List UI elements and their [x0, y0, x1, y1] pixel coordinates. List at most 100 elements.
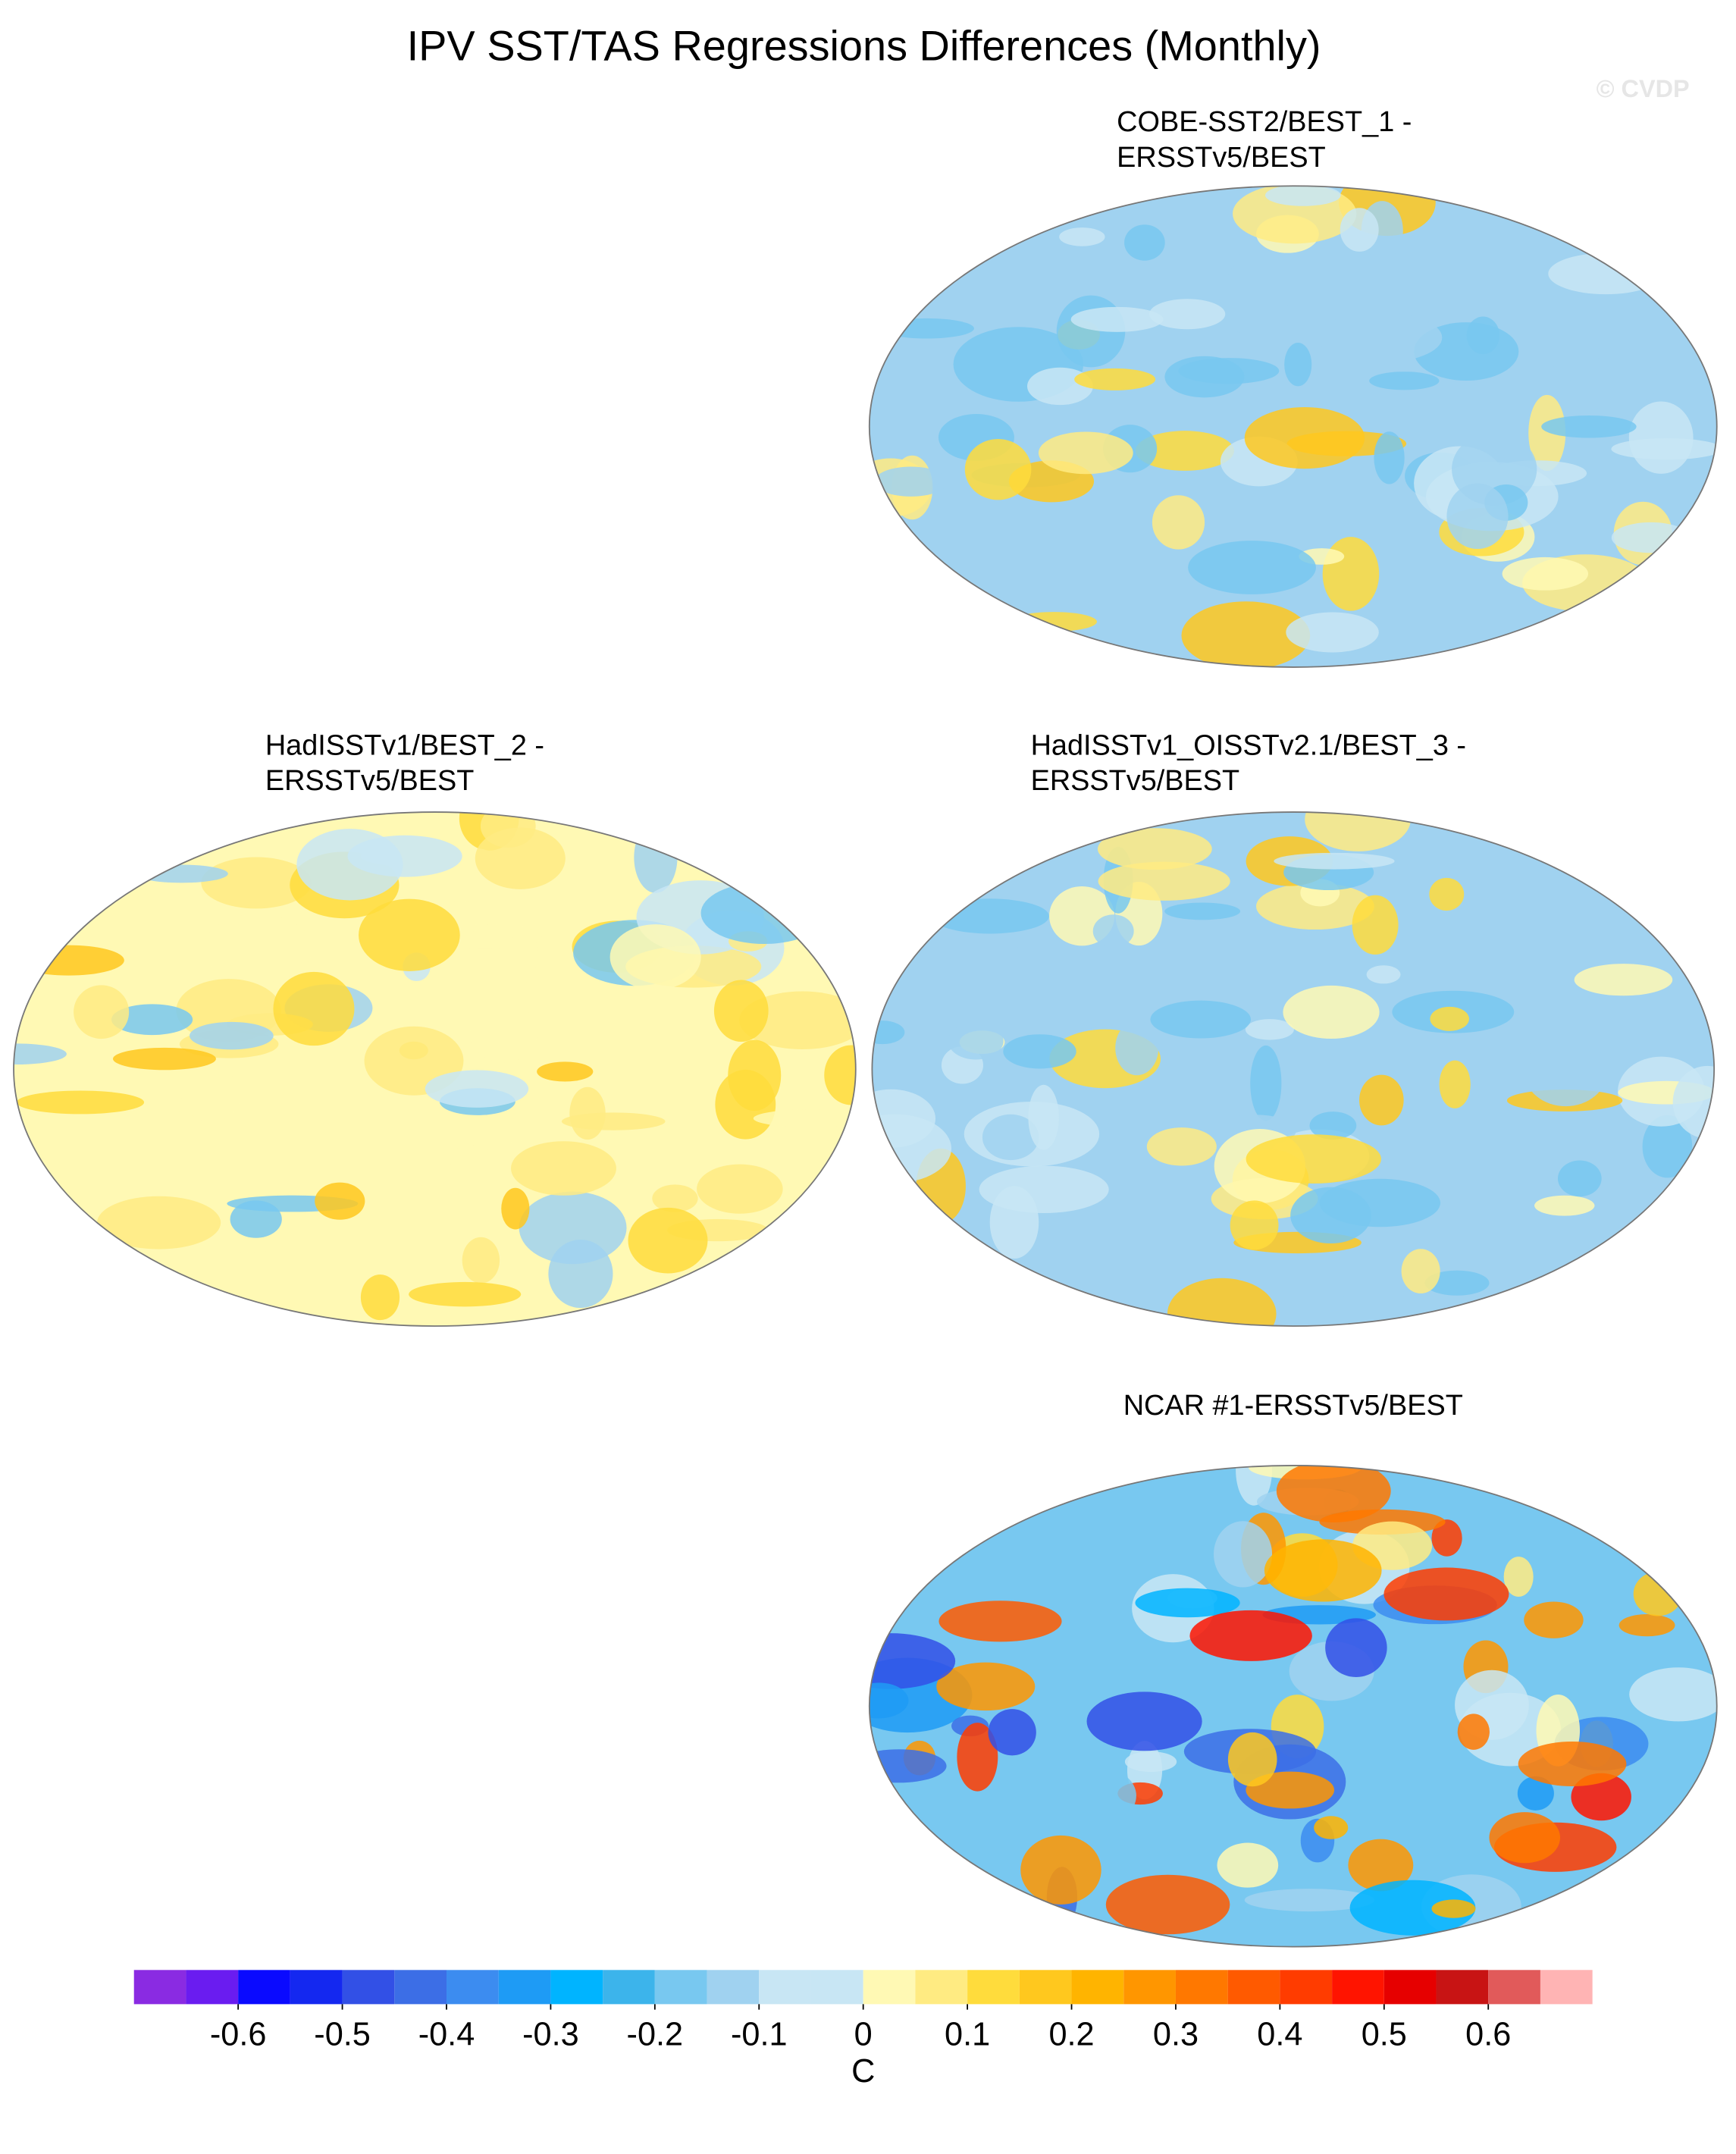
map-blob: [1245, 1019, 1294, 1040]
map-blob: [1548, 252, 1664, 295]
map-blob: [315, 1182, 365, 1220]
map-blob: [1642, 1115, 1693, 1178]
map-blob: [1284, 343, 1312, 387]
colorbar-box: [603, 1970, 655, 2005]
map-blob: [1227, 1732, 1277, 1787]
map-blob: [628, 1207, 708, 1274]
map-blob: [1618, 1614, 1675, 1637]
map-blob: [230, 1200, 282, 1238]
map-blob: [1570, 356, 1659, 407]
map-blob: [879, 318, 974, 339]
colorbar-box: [1488, 1970, 1540, 2005]
colorbar-box: [290, 1970, 343, 2005]
map-blob: [1503, 1557, 1534, 1597]
panel-title: HadISSTv1_OISSTv2.1/BEST_3 -: [1031, 729, 1466, 761]
map-blob: [1374, 431, 1405, 484]
colorbar-tick-label: 0.6: [1465, 2016, 1511, 2052]
map-blob: [1430, 1006, 1469, 1031]
colorbar-box: [133, 1970, 186, 2005]
map-blob: [1544, 1237, 1573, 1264]
map-blob: [824, 1045, 856, 1105]
map-blob: [273, 971, 355, 1046]
map-blob: [203, 914, 312, 983]
map-blob: [14, 945, 124, 976]
map-blob: [1465, 812, 1517, 885]
map-blob: [1164, 902, 1241, 920]
map-blob: [937, 939, 1020, 962]
map-blob: [1429, 877, 1465, 911]
map-blob: [1246, 1134, 1381, 1184]
colorbar-box: [1332, 1970, 1384, 2005]
colorbar-tick-label: 0.2: [1048, 2016, 1094, 2052]
map-blob: [713, 980, 769, 1042]
map-blob: [1383, 1567, 1509, 1621]
map-blob: [1401, 1249, 1440, 1293]
map-blob: [872, 1114, 951, 1184]
map-blob: [1352, 895, 1399, 955]
watermark: © CVDP: [1597, 75, 1690, 102]
map-blob: [1264, 1539, 1382, 1602]
colorbar-box: [915, 1970, 968, 2005]
colorbar-box: [186, 1970, 239, 2005]
map-blob: [1205, 203, 1242, 274]
map-blob: [1185, 329, 1247, 347]
map-blob: [652, 1184, 698, 1212]
map-blob: [1424, 1270, 1490, 1296]
colorbar-tick-label: 0: [854, 2016, 873, 2052]
map-blob: [1314, 1816, 1349, 1839]
map-blob: [869, 1749, 947, 1783]
map-blob: [1557, 1160, 1602, 1197]
map-blob: [509, 926, 537, 983]
map-blob: [1431, 1899, 1476, 1918]
colorbar-box: [654, 1970, 707, 2005]
map-blob: [1217, 1842, 1279, 1888]
colorbar-box: [550, 1970, 603, 2005]
map-blob: [634, 821, 678, 893]
colorbar-tick-label: 0.4: [1257, 2016, 1302, 2052]
map-blob: [296, 829, 403, 901]
map-blob: [1246, 1771, 1335, 1809]
map-blob: [1348, 1839, 1414, 1892]
map-blob: [1124, 224, 1165, 261]
colorbar-box: [1227, 1970, 1280, 2005]
colorbar-box: [1123, 1970, 1176, 2005]
colorbar-tick-label: -0.3: [522, 2016, 579, 2052]
map-blob: [480, 812, 536, 848]
map-blob: [930, 898, 1049, 934]
map-blob: [462, 1237, 500, 1284]
map-blob: [1264, 186, 1341, 206]
map-border: [868, 185, 1718, 668]
colorbar-box: [759, 1970, 811, 2005]
map-blob: [1305, 812, 1411, 851]
colorbar-tick-label: -0.6: [210, 2016, 267, 2052]
map-blob: [511, 1141, 616, 1196]
map-blob: [409, 1281, 522, 1307]
map-blob: [1528, 394, 1566, 472]
map-blob: [1244, 1889, 1374, 1912]
map-blob: [537, 1061, 594, 1082]
map-blob: [874, 466, 948, 497]
map-blob: [1534, 1195, 1595, 1216]
map-border: [13, 811, 857, 1327]
map-blob: [1339, 1287, 1383, 1327]
map-blob: [360, 1275, 400, 1321]
map-field: [872, 812, 1715, 1327]
map-blob: [1010, 612, 1097, 632]
colorbar-box: [446, 1970, 499, 2005]
map-blob: [1574, 964, 1673, 996]
map-blob: [1217, 267, 1294, 317]
colorbar-box: [342, 1970, 395, 2005]
map-blob: [1672, 1065, 1715, 1139]
map-blob: [1061, 1767, 1136, 1824]
map-blob: [979, 1165, 1109, 1213]
map-blob: [1188, 541, 1316, 594]
colorbar-tick-label: -0.1: [731, 2016, 788, 2052]
colorbar-box: [707, 1970, 760, 2005]
colorbar-box: [1540, 1970, 1593, 2005]
map-blob: [519, 1191, 627, 1265]
map-blob: [869, 1633, 956, 1689]
map-blob: [1524, 1601, 1584, 1638]
map-blob: [1439, 1060, 1471, 1108]
map-blob: [700, 882, 828, 945]
colorbar-label: C: [851, 2053, 875, 2090]
